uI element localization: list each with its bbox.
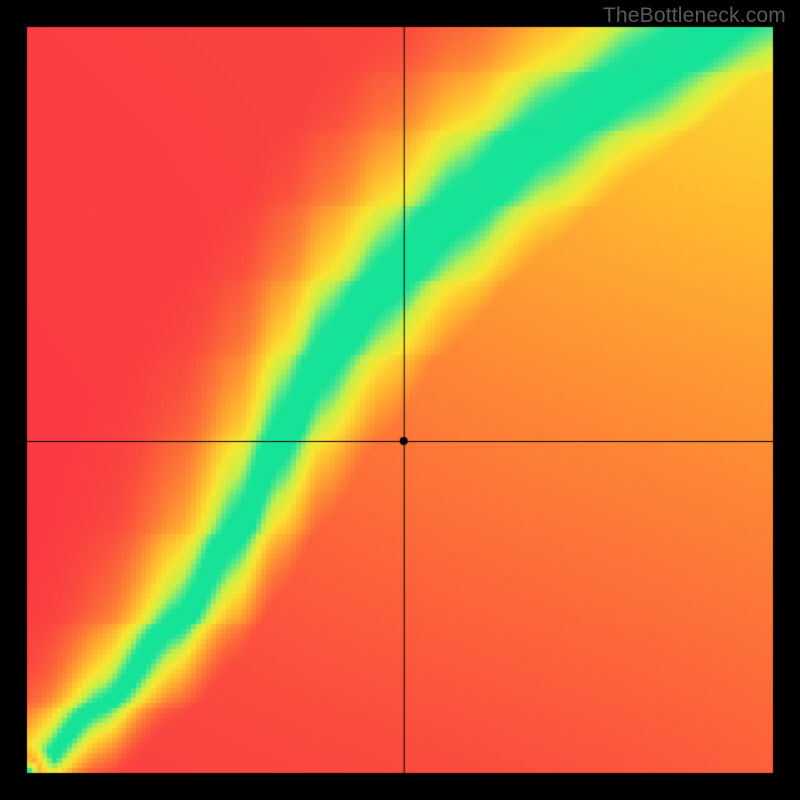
watermark-text: TheBottleneck.com xyxy=(603,4,786,28)
heatmap-chart xyxy=(0,0,800,800)
